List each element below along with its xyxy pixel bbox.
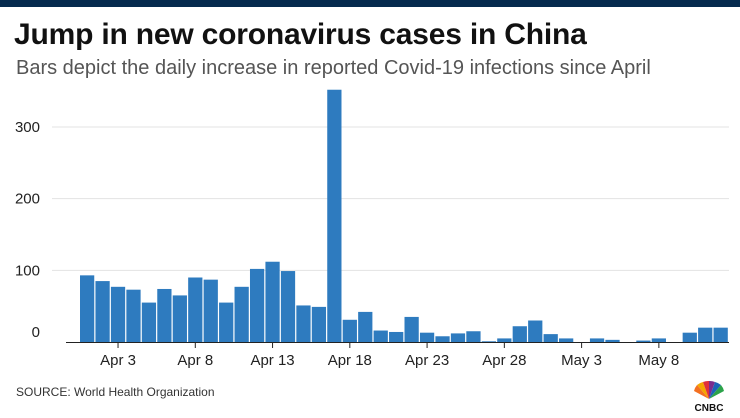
bar [419, 332, 435, 342]
x-tick-label: May 8 [638, 352, 679, 369]
x-tick-label: Apr 23 [405, 352, 449, 369]
bar [435, 336, 450, 342]
bar [389, 331, 404, 342]
x-tick-label: Apr 28 [482, 352, 526, 369]
logo-wordmark: CNBC [695, 403, 724, 413]
bar [497, 338, 512, 342]
chart-subtitle: Bars depict the daily increase in report… [16, 57, 651, 79]
y-tick-label: 0 [32, 324, 40, 341]
bar [450, 333, 466, 342]
source-note: SOURCE: World Health Organization [16, 385, 215, 399]
bar [589, 338, 605, 342]
bar [512, 326, 527, 342]
bar [296, 305, 311, 342]
bar [110, 286, 126, 342]
x-tick-label: Apr 8 [177, 352, 213, 369]
bar [528, 320, 543, 342]
bar [172, 295, 187, 342]
bar [698, 327, 713, 342]
bar [605, 339, 620, 342]
y-tick-label: 200 [15, 191, 40, 208]
bar [203, 279, 218, 342]
x-tick-label: Apr 18 [328, 352, 372, 369]
bar [157, 288, 172, 342]
bar [342, 319, 357, 342]
bar [80, 275, 95, 342]
bar [188, 277, 203, 342]
bar [219, 302, 234, 342]
bar [373, 330, 388, 342]
x-tick-label: Apr 13 [250, 352, 294, 369]
bar [481, 341, 497, 342]
bar [126, 289, 141, 342]
bar [249, 268, 265, 342]
bar [358, 311, 373, 342]
x-tick-label: May 3 [561, 352, 602, 369]
bar [234, 286, 249, 342]
bar [404, 316, 419, 342]
cnbc-logo: CNBC [683, 377, 735, 418]
bar [636, 340, 651, 342]
top-accent-bar [0, 0, 740, 7]
chart-title: Jump in new coronavirus cases in China [14, 18, 587, 51]
y-tick-label: 100 [15, 262, 40, 279]
bar [311, 306, 327, 342]
bar [682, 332, 697, 342]
bar [559, 338, 574, 342]
bar [141, 302, 157, 342]
bar [543, 334, 558, 342]
bar [713, 327, 728, 342]
bar [327, 89, 342, 342]
y-tick-label: 300 [15, 119, 40, 136]
bar [280, 271, 296, 342]
x-tick-label: Apr 3 [100, 352, 136, 369]
bar [466, 331, 481, 342]
bar [95, 281, 110, 342]
bar [265, 261, 280, 342]
peacock-icon [694, 380, 724, 399]
bar [651, 338, 666, 342]
